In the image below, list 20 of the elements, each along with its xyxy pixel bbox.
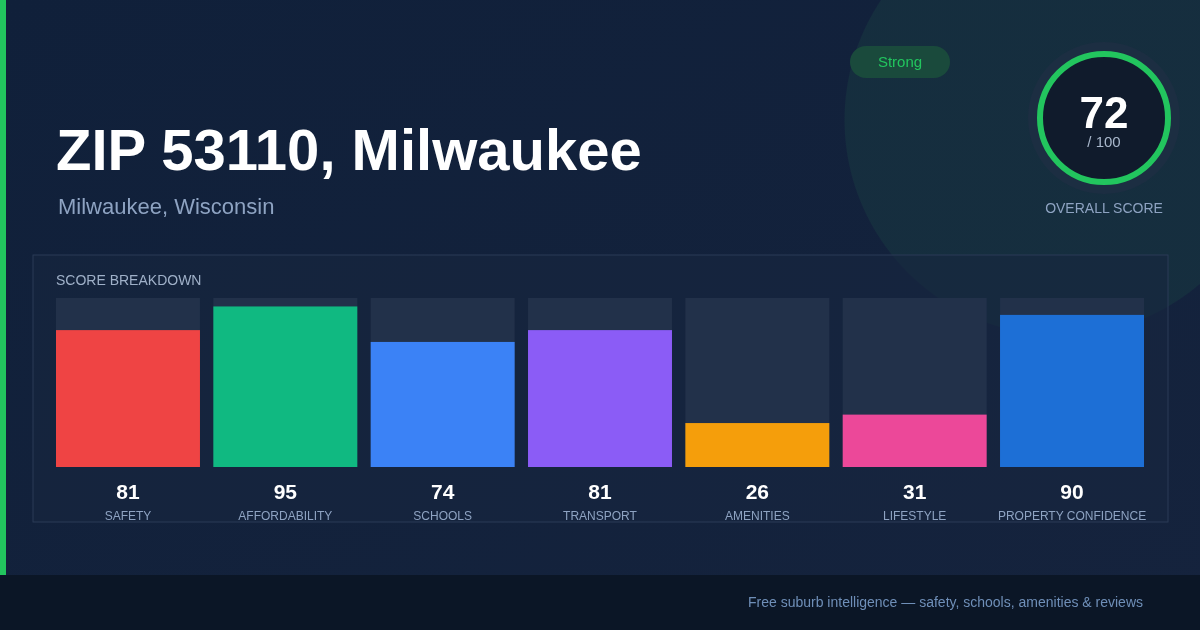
data-label: 81 (116, 480, 140, 503)
data-label: 26 (745, 480, 770, 503)
chart-subtitle: Milwaukee, Wisconsin (58, 194, 275, 219)
x-tick-label: SCHOOLS (413, 509, 472, 523)
text: Free suburb intelligence — safety, schools, amenities & reviews (747, 594, 1143, 610)
x-tick-label: SAFETY (104, 509, 152, 523)
x-tick-label: TRANSPORT (563, 509, 638, 523)
data-label: 95 (273, 480, 298, 503)
text: Strong (877, 53, 923, 70)
text: SCORE BREAKDOWN (56, 272, 202, 288)
data-label: 74 (430, 480, 455, 503)
data-label: 90 (1060, 480, 1084, 503)
x-tick-label: LIFESTYLE (883, 509, 947, 523)
text: OVERALL SCORE (1045, 200, 1163, 216)
data-label: 81 (588, 480, 612, 503)
x-tick-label: AMENITIES (725, 509, 790, 523)
chart-title: ZIP 53110, Milwaukee (56, 117, 642, 182)
x-tick-label: AFFORDABILITY (238, 509, 333, 523)
data-label: 31 (903, 480, 927, 503)
x-tick-label: PROPERTY CONFIDENCE (997, 509, 1147, 523)
